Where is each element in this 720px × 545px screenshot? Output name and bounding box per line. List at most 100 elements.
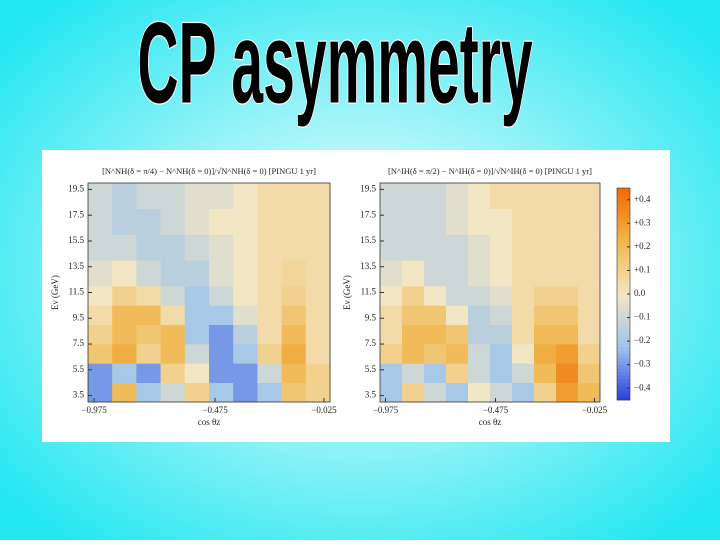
heat-cell [184,344,210,364]
colorbar-swatch [617,315,630,320]
heat-cell [490,344,513,364]
heat-cell [490,324,513,345]
heat-cell [578,363,601,383]
heat-cell [490,208,513,235]
heat-cell [136,208,161,235]
heat-cell [578,324,601,345]
colorbar-swatch [617,301,630,305]
colorbar-swatch [617,294,630,298]
heat-cell [424,286,447,306]
heat-cell [257,363,282,383]
y-tick-label: 3.5 [365,390,377,400]
heat-cell [160,324,186,345]
heat-cell [305,260,331,287]
heat-cell [209,324,234,345]
heat-cell [534,324,557,345]
colorbar-swatch [617,255,630,259]
heat-cell [136,344,161,364]
heat-cell [112,363,137,383]
colorbar-swatch [617,262,630,267]
colorbar-swatch [617,325,630,330]
heat-cell [305,208,331,235]
heat-cell [380,344,403,364]
y-tick-label: 13.5 [360,261,376,271]
heat-cell [112,324,137,345]
y-axis-label: Eν (GeV) [50,275,60,310]
heat-cell [556,286,579,306]
heat-cell [281,305,307,326]
heat-cell [136,363,161,383]
heat-cell [402,305,425,326]
heat-cell [578,286,601,306]
heat-cell [233,363,258,383]
heat-cell [257,305,282,326]
heat-cell [490,260,513,287]
y-tick-label: 5.5 [73,364,85,374]
heat-cell [380,286,403,306]
heat-cell [209,382,234,403]
heat-cell [534,363,557,383]
colorbar-swatch [617,389,630,394]
heat-cell [257,382,282,403]
heat-cell [160,260,186,287]
colorbar-swatch [617,191,630,196]
heat-cell [556,260,579,287]
heat-cell [446,344,469,364]
heat-cell [233,234,258,261]
heat-cell [556,363,579,383]
y-tick-label: 9.5 [365,312,377,322]
heat-cell [556,382,579,403]
heat-cell [446,260,469,287]
heat-cell [490,305,513,326]
heat-cell [380,260,403,287]
y-tick-label: 15.5 [68,235,84,245]
heat-cell [281,208,307,235]
colorbar-swatch [617,233,630,238]
heat-cell [233,305,258,326]
heat-cell [160,382,186,403]
colorbar-swatch [617,212,630,217]
heat-cell [209,234,234,261]
heat-cell [88,183,113,210]
colorbar-swatch [617,241,630,245]
y-tick-label: 3.5 [73,390,85,400]
heat-cell [160,305,186,326]
heat-cell [184,382,210,403]
heat-cell [556,208,579,235]
heat-cell [534,382,557,403]
heat-cell [380,183,403,210]
heat-cell [512,234,535,261]
colorbar-tick-label: +0.1 [634,265,650,275]
colorbar-swatch [617,308,630,312]
colorbar-swatch [617,361,630,365]
heat-cell [112,234,137,261]
chart-title: [N^IH(δ = π/2) − N^IH(δ = 0)]/√N^IH(δ = … [388,166,592,176]
heat-cell [512,183,535,210]
heat-cell [468,234,491,261]
heat-cell [184,324,210,345]
heat-cell [468,183,491,210]
colorbar-swatch [617,343,630,348]
heat-cell [136,260,161,287]
heat-cell [88,363,113,383]
heat-cell [512,286,535,306]
heat-cell [402,183,425,210]
y-tick-label: 19.5 [360,184,376,194]
x-axis-label: cos θz [479,417,502,427]
heat-cell [305,286,331,306]
heat-cell [468,324,491,345]
heat-cell [233,344,258,364]
heat-cell [233,208,258,235]
heat-cell [468,344,491,364]
y-tick-label: 5.5 [365,364,377,374]
heat-cell [446,208,469,235]
colorbar-tick-label: 0.0 [634,288,646,298]
heat-cell [233,324,258,345]
heat-cell [209,183,234,210]
chart-title: [N^NH(δ = π/4) − N^NH(δ = 0)]/√N^NH(δ = … [102,166,316,176]
heat-cell [380,305,403,326]
colorbar-swatch [617,354,630,358]
colorbar-swatch [617,385,630,390]
heat-cell [402,286,425,306]
colorbar-swatch [617,378,630,383]
